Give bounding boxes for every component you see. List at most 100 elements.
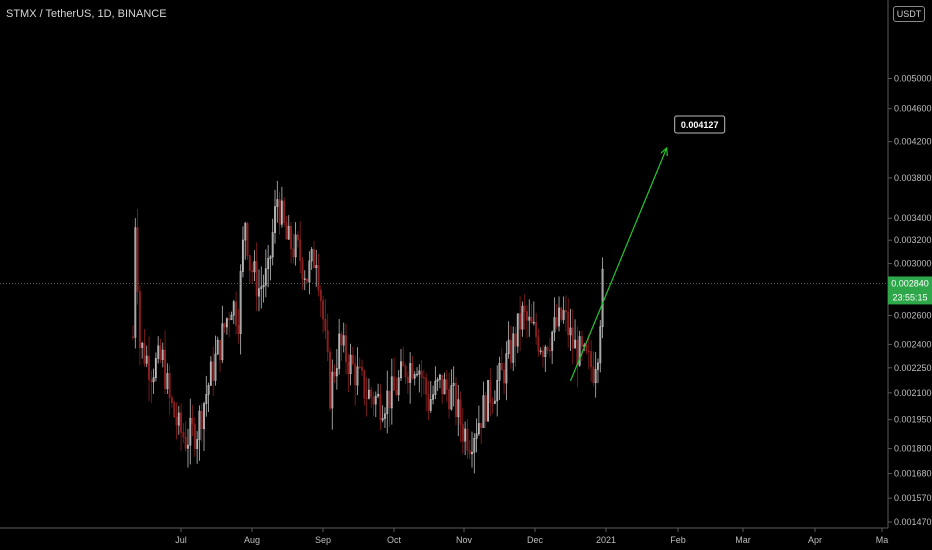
candle — [567, 298, 570, 348]
candle-body — [459, 399, 462, 425]
candle-body — [386, 390, 389, 415]
candle — [361, 359, 364, 376]
candle — [452, 366, 455, 407]
candle-body — [585, 344, 588, 352]
time-tick-label: Sep — [315, 535, 331, 545]
price-annotation-callout[interactable]: 0.004127 — [674, 115, 726, 134]
candle-body — [418, 370, 421, 375]
candle-body — [525, 311, 528, 321]
candle — [390, 358, 393, 425]
candle-body — [299, 239, 302, 261]
candle — [306, 278, 309, 284]
candle — [443, 372, 446, 395]
candle-body — [335, 368, 338, 377]
candle-body — [480, 423, 483, 428]
candle — [432, 385, 435, 405]
candle-body — [177, 412, 180, 426]
candle — [429, 381, 432, 413]
candle — [523, 294, 526, 330]
candle — [599, 319, 602, 373]
trend-arrow[interactable] — [569, 148, 666, 382]
candle-body — [551, 331, 554, 351]
candle-body — [379, 393, 382, 421]
last-price-value: 0.002840 — [891, 278, 929, 288]
candle — [388, 390, 391, 427]
candle — [482, 381, 485, 428]
candle-body — [528, 316, 531, 321]
candle — [438, 373, 441, 389]
candle — [425, 372, 428, 412]
candle-body — [331, 371, 334, 409]
candle-body — [308, 260, 311, 283]
candle-body — [535, 321, 538, 337]
price-tick-label: 0.003800 — [894, 173, 932, 183]
candle — [580, 330, 583, 362]
candle — [143, 328, 146, 367]
candle-body — [248, 255, 251, 272]
candle-body — [596, 362, 599, 370]
candle-body — [546, 346, 549, 351]
candle — [338, 318, 341, 375]
price-tick-label: 0.003200 — [894, 235, 932, 245]
time-axis[interactable]: Jul Aug Sep Oct Nov Dec 2021 Feb Mar Apr Ma — [175, 528, 888, 545]
candle-body — [301, 260, 304, 280]
candle-body — [402, 361, 405, 367]
candle — [381, 405, 384, 423]
candle — [299, 221, 302, 274]
candle — [468, 439, 471, 460]
candle — [141, 341, 144, 359]
candle-body — [544, 346, 547, 357]
candle — [383, 407, 386, 429]
candle-body — [312, 249, 315, 269]
candle-body — [235, 301, 238, 326]
candle — [237, 309, 240, 344]
candle — [587, 333, 590, 370]
candle-body — [498, 363, 501, 381]
time-tick-label: 2021 — [596, 535, 616, 545]
candle — [370, 386, 373, 408]
candle — [564, 295, 567, 332]
price-annotation-label: 0.004127 — [681, 120, 719, 130]
candle — [173, 400, 176, 418]
candle — [214, 335, 217, 386]
candle — [553, 297, 556, 342]
candle — [164, 330, 167, 394]
candle-body — [507, 339, 510, 355]
candle-body — [310, 249, 313, 262]
candle — [191, 404, 194, 437]
chart-title: STMX / TetherUS, 1D, BINANCE — [6, 8, 167, 20]
currency-selector-button[interactable]: USDT — [893, 6, 925, 22]
candle — [301, 257, 304, 290]
candle — [262, 274, 265, 303]
candle-body — [193, 423, 196, 449]
candle-body — [136, 227, 139, 292]
candle — [592, 351, 595, 387]
candle-body — [454, 382, 457, 418]
candle-body — [468, 450, 471, 455]
price-tick-label: 0.001470 — [894, 517, 932, 527]
candle-body — [148, 355, 151, 380]
candle-body — [283, 200, 286, 224]
candle-body — [287, 225, 290, 240]
candle-body — [141, 343, 144, 348]
candle-body — [340, 333, 343, 346]
candle — [457, 384, 460, 437]
candle — [576, 326, 579, 388]
candle-body — [432, 394, 435, 400]
candle-body — [416, 373, 419, 376]
candle-body — [496, 379, 499, 402]
candle-body — [315, 265, 318, 269]
candle — [193, 417, 196, 457]
candle-body — [452, 382, 455, 386]
candle — [326, 313, 329, 362]
candle-body — [228, 318, 231, 321]
candle — [340, 331, 343, 361]
candle-body — [345, 335, 348, 363]
candle-body — [212, 361, 215, 381]
candle — [596, 358, 599, 384]
candle — [285, 215, 288, 240]
candle — [228, 312, 231, 338]
candle-body — [457, 399, 460, 418]
candle — [525, 305, 528, 339]
